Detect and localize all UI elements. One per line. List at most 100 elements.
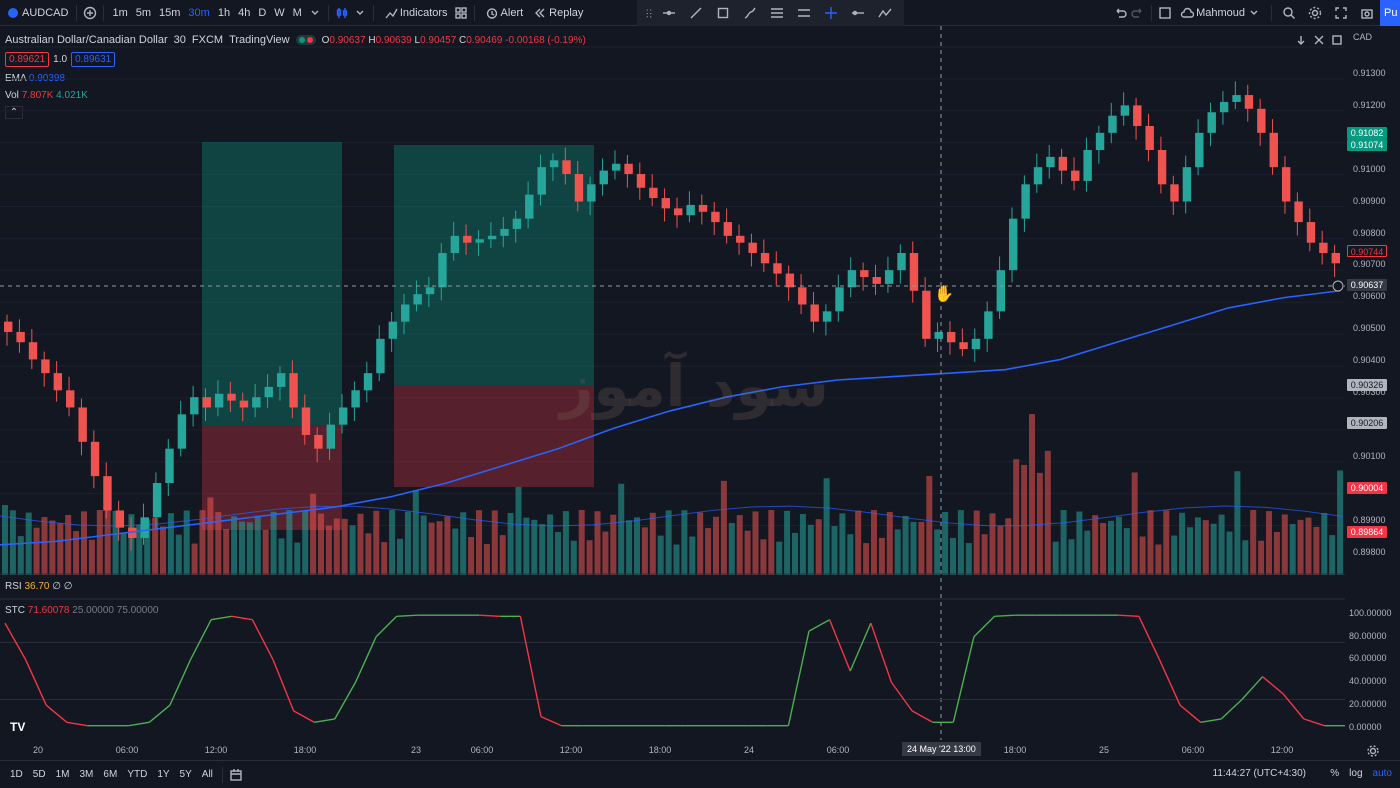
arrow-down-icon[interactable]	[1294, 33, 1308, 47]
candle-body	[438, 252, 447, 288]
layout-square-icon[interactable]	[1156, 4, 1174, 22]
rectangle-icon[interactable]	[709, 4, 736, 22]
settings-icon[interactable]	[1364, 742, 1382, 760]
volume-bar	[863, 543, 870, 575]
candle-body	[16, 331, 25, 343]
crosshair-icon[interactable]	[817, 4, 844, 22]
volume-bar	[1115, 516, 1122, 575]
range-1y[interactable]: 1Y	[157, 769, 170, 780]
drag-handle-icon[interactable]	[643, 4, 655, 22]
volume-bar	[444, 516, 451, 575]
parallel-channel-icon[interactable]	[790, 4, 817, 22]
ray-line-icon[interactable]	[844, 4, 871, 22]
timeframe-D[interactable]: D	[258, 6, 267, 19]
time-axis[interactable]: 20 06:00 12:00 18:00 23 06:00 12:00 18:00 24 06:0…	[0, 740, 1345, 760]
publish-button[interactable]: Pu	[1380, 0, 1400, 26]
price-chart[interactable]	[0, 26, 1345, 740]
volume-bar	[1044, 450, 1051, 575]
timeframe-4h[interactable]: 4h	[238, 6, 251, 19]
volume-bar	[270, 511, 277, 575]
collapse-legend-button[interactable]: ⌃	[5, 106, 23, 119]
volume-bar	[175, 534, 182, 575]
alert-button[interactable]: Alert	[479, 0, 528, 26]
replay-button[interactable]: Replay	[527, 0, 587, 26]
timeframe-1h[interactable]: 1h	[217, 6, 231, 19]
stc-line-segment	[1282, 693, 1305, 720]
search-icon[interactable]	[1276, 4, 1302, 22]
volume-bar	[33, 527, 40, 575]
maximize-icon[interactable]	[1330, 33, 1344, 47]
volume-bar	[207, 497, 214, 575]
cloud-icon	[1178, 4, 1196, 22]
volume-legend[interactable]: Vol 7.807K 4.021K	[5, 90, 88, 101]
percent-scale-toggle[interactable]: %	[1330, 768, 1340, 779]
volume-bar	[1100, 522, 1107, 575]
indicators-button[interactable]: Indicators	[378, 0, 452, 26]
volume-bar	[436, 521, 443, 575]
timeframe-5m[interactable]: 5m	[135, 6, 152, 19]
tradingview-logo[interactable]: TV	[7, 719, 29, 735]
exchange-label: FXCM	[191, 34, 224, 46]
goto-date-icon[interactable]	[227, 766, 245, 784]
gear-icon[interactable]	[1302, 4, 1328, 22]
candle-body	[487, 235, 497, 240]
timeframe-1m[interactable]: 1m	[112, 6, 128, 19]
path-tool-icon[interactable]	[871, 4, 898, 22]
market-status-icon[interactable]	[295, 35, 316, 45]
clock-timezone[interactable]: 11:44:27 (UTC+4:30)	[1212, 768, 1306, 779]
fib-retracement-icon[interactable]	[763, 4, 790, 22]
rsi-legend[interactable]: RSI 36.70 ∅ ∅	[5, 581, 73, 592]
sell-button[interactable]: 0.89621	[5, 52, 50, 67]
candle-body	[202, 397, 211, 408]
candle-body	[835, 287, 844, 312]
redo-icon[interactable]	[1129, 4, 1147, 22]
undo-icon[interactable]	[1111, 4, 1129, 22]
timeframe-15m[interactable]: 15m	[159, 6, 181, 19]
symbol-title[interactable]: Australian Dollar/Canadian Dollar	[5, 34, 168, 46]
range-ytd[interactable]: YTD	[127, 769, 148, 780]
replay-label: Replay	[549, 6, 584, 19]
user-layout-button[interactable]: Mahmoud	[1174, 0, 1267, 26]
auto-scale-toggle[interactable]: auto	[1372, 768, 1392, 779]
horizontal-line-icon[interactable]	[655, 4, 682, 22]
timeframe-W[interactable]: W	[274, 6, 285, 19]
timeframe-M[interactable]: M	[292, 6, 302, 19]
candle-body	[314, 434, 323, 449]
volume-bar	[1029, 413, 1035, 575]
range-5y[interactable]: 5Y	[179, 769, 192, 780]
candle-body	[611, 163, 621, 171]
price-tick-label: 0.90800	[1353, 227, 1386, 238]
candle-body	[1145, 125, 1154, 150]
candle-body	[1120, 105, 1130, 116]
volume-bar	[9, 510, 16, 575]
stc-line-segment	[890, 681, 913, 712]
candles-chart-type-icon[interactable]	[333, 4, 351, 22]
volume-bar	[697, 512, 704, 575]
range-all[interactable]: All	[201, 769, 213, 780]
close-icon[interactable]	[1312, 33, 1326, 47]
range-5d[interactable]: 5D	[32, 769, 46, 780]
buy-button[interactable]: 0.89631	[71, 52, 116, 67]
compare-add-icon[interactable]	[81, 4, 99, 22]
range-6m[interactable]: 6M	[103, 769, 118, 780]
trend-line-icon[interactable]	[682, 4, 709, 22]
range-1m[interactable]: 1M	[55, 769, 70, 780]
volume-bar	[1084, 530, 1091, 575]
volume-bar	[152, 517, 159, 575]
chevron-down-icon[interactable]	[351, 4, 369, 22]
log-scale-toggle[interactable]: log	[1349, 768, 1363, 779]
candle-body	[1108, 115, 1117, 133]
fullscreen-icon[interactable]	[1328, 4, 1354, 22]
symbol-search[interactable]: AUDCAD	[0, 0, 72, 26]
indicators-icon	[382, 4, 400, 22]
templates-grid-icon[interactable]	[452, 4, 470, 22]
range-3m[interactable]: 3M	[79, 769, 94, 780]
camera-icon[interactable]	[1354, 4, 1380, 22]
volume-bar	[278, 538, 285, 575]
stc-legend[interactable]: STC 71.60078 25.00000 75.00000	[5, 605, 159, 616]
brush-icon[interactable]	[736, 4, 763, 22]
price-axis[interactable]: CAD 0.913000.912000.911000.910000.909000…	[1345, 26, 1400, 736]
chevron-down-icon[interactable]	[306, 4, 324, 22]
timeframe-30m[interactable]: 30m	[188, 6, 210, 19]
range-1d[interactable]: 1D	[10, 769, 23, 780]
